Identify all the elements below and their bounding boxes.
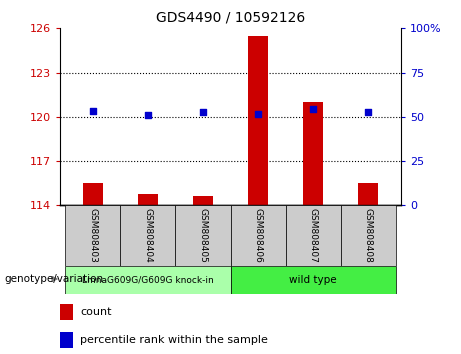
Text: percentile rank within the sample: percentile rank within the sample — [80, 335, 268, 346]
Text: GSM808405: GSM808405 — [199, 208, 207, 263]
Bar — [248, 36, 268, 205]
Bar — [230, 205, 285, 266]
Bar — [65, 205, 120, 266]
Bar — [303, 102, 323, 205]
Text: count: count — [80, 307, 112, 317]
Bar — [230, 266, 396, 294]
Text: GSM808406: GSM808406 — [254, 208, 262, 263]
Point — [199, 110, 207, 115]
Text: GSM808408: GSM808408 — [364, 208, 372, 263]
Text: GSM808404: GSM808404 — [143, 208, 153, 263]
Text: genotype/variation: genotype/variation — [5, 274, 104, 284]
Title: GDS4490 / 10592126: GDS4490 / 10592126 — [156, 10, 305, 24]
Bar — [83, 183, 103, 205]
Bar — [60, 304, 73, 320]
Bar — [65, 266, 230, 294]
Text: GSM808403: GSM808403 — [89, 208, 97, 263]
Bar — [341, 205, 396, 266]
Bar — [60, 332, 73, 348]
Bar — [120, 205, 176, 266]
Text: wild type: wild type — [289, 275, 337, 285]
Bar — [138, 194, 158, 205]
Bar — [176, 205, 230, 266]
Point — [89, 108, 97, 114]
Point — [254, 111, 262, 117]
Text: GSM808407: GSM808407 — [308, 208, 318, 263]
Point — [309, 107, 317, 112]
Point — [144, 113, 152, 118]
Point — [364, 110, 372, 115]
Text: LmnaG609G/G609G knock-in: LmnaG609G/G609G knock-in — [82, 275, 214, 284]
Bar — [193, 196, 213, 205]
Bar — [285, 205, 341, 266]
Bar — [359, 183, 378, 205]
